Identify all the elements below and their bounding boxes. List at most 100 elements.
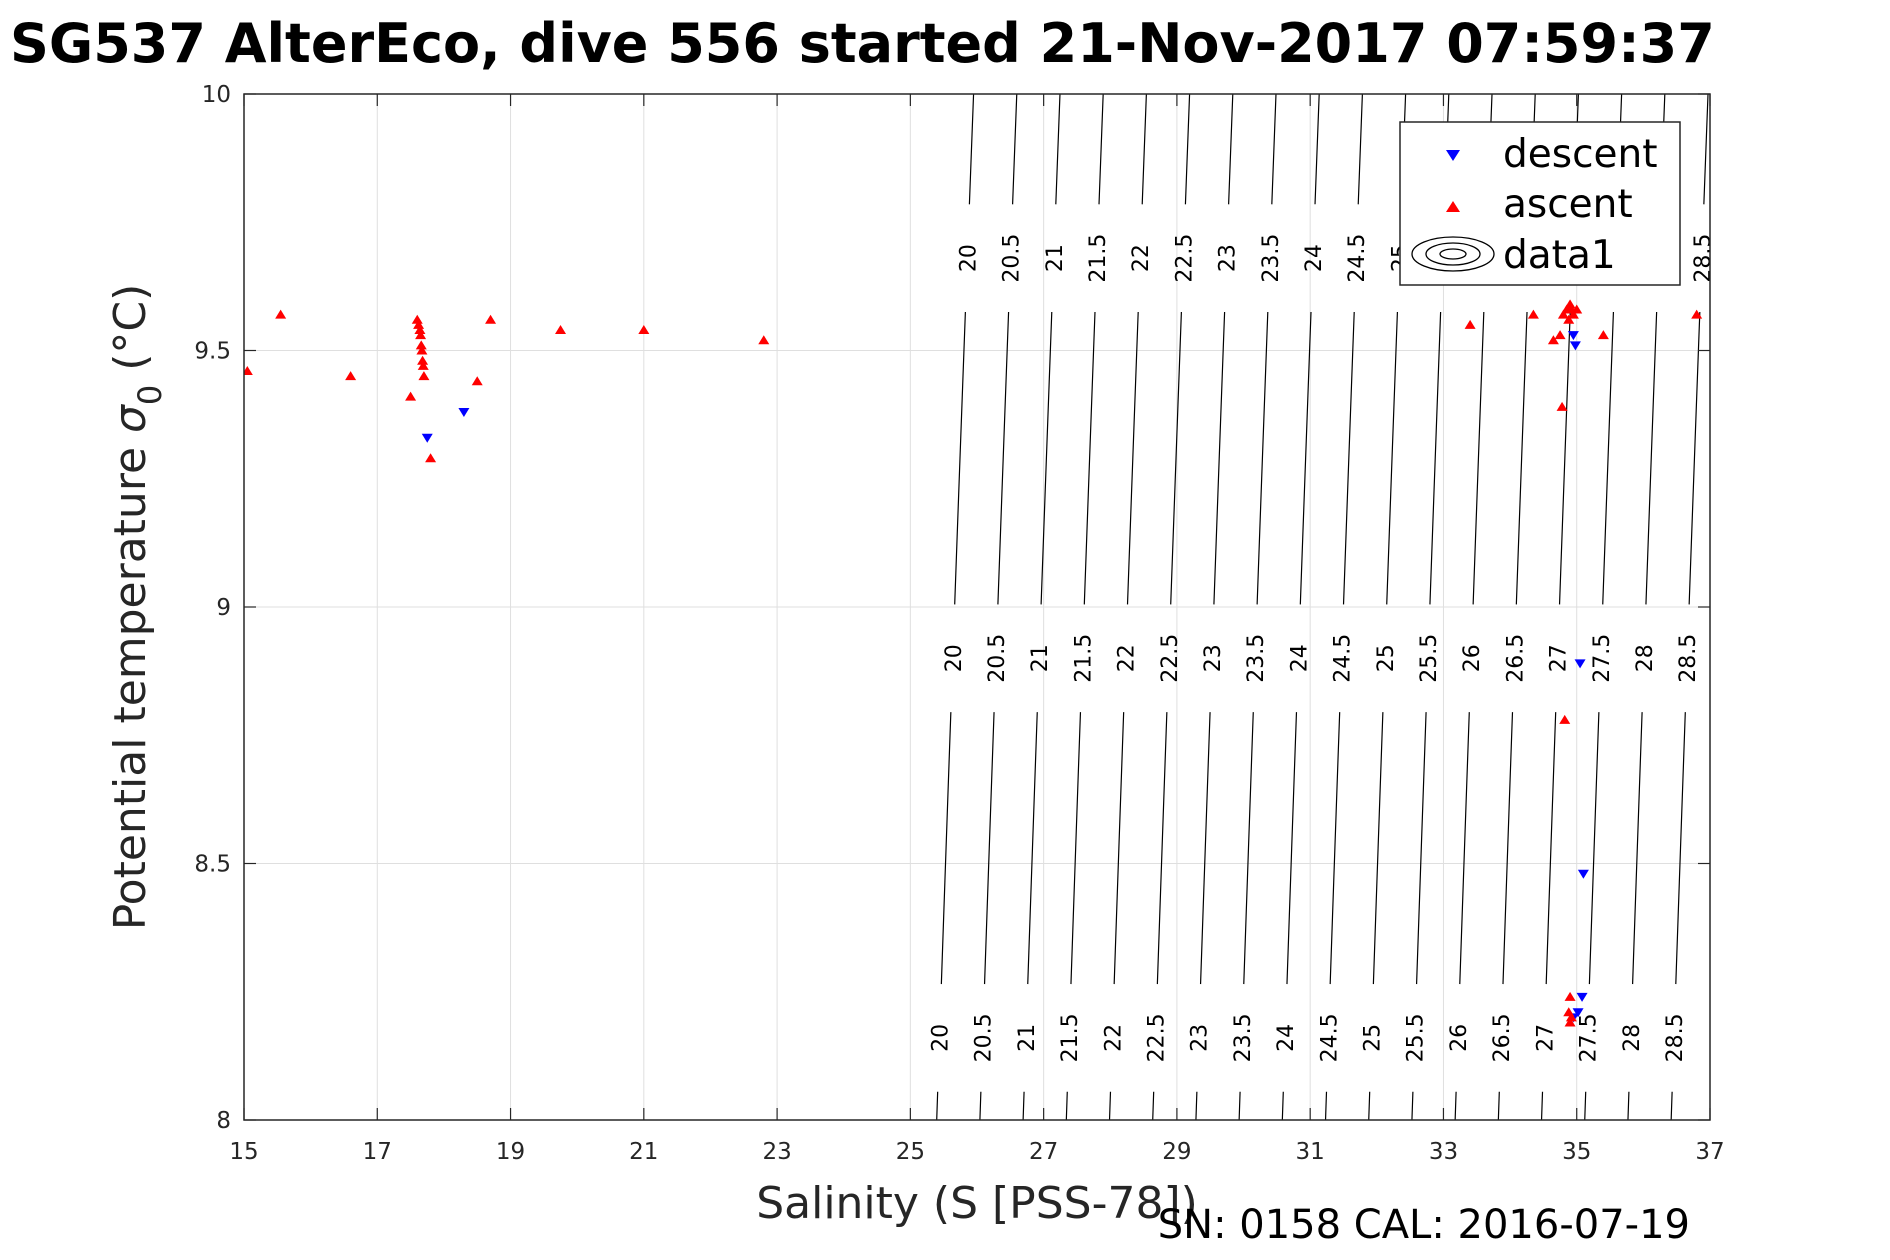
contour-line-24.5 bbox=[1329, 712, 1341, 985]
contour-line-23 bbox=[1199, 712, 1211, 985]
ascent-point bbox=[471, 376, 483, 386]
contour-line-27.5 bbox=[1584, 1091, 1587, 1120]
legend-contour-icon bbox=[1411, 236, 1495, 272]
contour-label: 22.5 bbox=[1158, 634, 1183, 683]
ascent-point bbox=[1563, 314, 1575, 324]
contour-line-24 bbox=[1286, 712, 1298, 985]
contour-label: 26 bbox=[1460, 644, 1485, 672]
contour-line-24 bbox=[1281, 1091, 1284, 1120]
ascent-point bbox=[1597, 330, 1609, 340]
contour-line-24.5 bbox=[1324, 1091, 1328, 1120]
x-tick-label: 37 bbox=[1695, 1139, 1724, 1165]
contour-line-25 bbox=[1372, 712, 1384, 985]
contour-line-27 bbox=[1540, 1091, 1544, 1120]
contour-line-25 bbox=[1386, 312, 1399, 605]
ascent-point bbox=[1547, 335, 1559, 345]
contour-line-20 bbox=[940, 712, 952, 985]
contour-label: 21 bbox=[1043, 244, 1068, 272]
descent-point bbox=[1569, 341, 1581, 351]
contour-line-26.5 bbox=[1515, 312, 1528, 605]
contour-label: 28.5 bbox=[1691, 234, 1716, 283]
ascent-point bbox=[275, 309, 287, 319]
contour-label: 22 bbox=[1115, 644, 1140, 672]
ascent-point bbox=[417, 360, 429, 370]
x-axis-label: Salinity (S [PSS-78]) bbox=[756, 1178, 1198, 1229]
legend-ascent-marker bbox=[1446, 201, 1460, 212]
contour-line-23 bbox=[1195, 1091, 1198, 1120]
y-tick-label: 9 bbox=[216, 595, 231, 621]
y-tick-label: 8 bbox=[216, 1108, 231, 1134]
y-axis-label-sub: 0 bbox=[131, 385, 169, 405]
contour-line-20.5 bbox=[1012, 94, 1018, 205]
x-tick-label: 19 bbox=[496, 1139, 525, 1165]
contour-line-25.5 bbox=[1411, 1091, 1414, 1120]
legend-descent-label: descent bbox=[1503, 132, 1658, 177]
contour-line-25.5 bbox=[1415, 712, 1427, 985]
y-tick-label: 10 bbox=[202, 82, 231, 108]
contour-label: 27 bbox=[1547, 644, 1572, 672]
contour-line-26.5 bbox=[1502, 712, 1514, 985]
contour-line-22.5 bbox=[1156, 712, 1168, 985]
ascent-point bbox=[1554, 330, 1566, 340]
descent-point bbox=[1567, 331, 1579, 341]
contour-line-24 bbox=[1314, 94, 1320, 205]
contour-label: 24 bbox=[1302, 244, 1327, 272]
x-tick-label: 17 bbox=[363, 1139, 392, 1165]
contour-line-26 bbox=[1454, 1091, 1457, 1120]
contour-line-28 bbox=[1645, 312, 1658, 605]
x-tick-labels: 15 17 19 21 23 25 27 29 31 33 35 37 bbox=[229, 1139, 1724, 1165]
contour-line-28 bbox=[1627, 1091, 1630, 1120]
contour-label: 27.5 bbox=[1590, 634, 1615, 683]
ascent-point bbox=[638, 324, 650, 334]
ascent-point bbox=[244, 366, 253, 376]
contour-label: 23.5 bbox=[1231, 1013, 1256, 1062]
ascent-point bbox=[405, 391, 417, 401]
contour-label: 26 bbox=[1447, 1024, 1472, 1052]
contour-label: 28 bbox=[1620, 1024, 1645, 1052]
contour-line-23 bbox=[1213, 312, 1226, 605]
contour-line-24 bbox=[1299, 312, 1312, 605]
contour-label: 25.5 bbox=[1417, 634, 1442, 683]
ascent-point bbox=[1564, 299, 1576, 309]
contour-label: 20.5 bbox=[1000, 234, 1025, 283]
contour-line-22.5 bbox=[1184, 94, 1191, 205]
x-tick-label: 23 bbox=[762, 1139, 791, 1165]
y-tick-labels: 8 8.5 9 9.5 10 bbox=[194, 82, 231, 1134]
contour-line-28.5 bbox=[1703, 94, 1709, 205]
contour-line-22 bbox=[1141, 94, 1147, 205]
contour-line-20 bbox=[954, 312, 966, 605]
legend-data1-label: data1 bbox=[1503, 233, 1616, 278]
contour-label: 21.5 bbox=[1058, 1013, 1083, 1062]
contour-line-26 bbox=[1459, 712, 1470, 985]
contour-line-21 bbox=[1055, 94, 1061, 205]
contour-label: 23 bbox=[1201, 644, 1226, 672]
ascent-point bbox=[345, 371, 357, 381]
ascent-point bbox=[1557, 309, 1569, 319]
contour-line-21 bbox=[1040, 312, 1053, 605]
contour-label: 26.5 bbox=[1503, 634, 1528, 683]
ascent-point bbox=[758, 335, 770, 345]
contour-label: 25.5 bbox=[1404, 1013, 1429, 1062]
contour-label: 20 bbox=[956, 244, 981, 272]
legend-ascent-label: ascent bbox=[1503, 182, 1633, 227]
contour-label: 21 bbox=[1028, 644, 1053, 672]
contour-label: 21.5 bbox=[1071, 634, 1096, 683]
x-tick-label: 31 bbox=[1296, 1139, 1325, 1165]
contour-label: 22.5 bbox=[1145, 1013, 1170, 1062]
chart-title: SG537 AlterEco, dive 556 started 21-Nov-… bbox=[10, 12, 1715, 75]
y-axis-label: Potential temperature σ0 (°C) bbox=[105, 284, 169, 931]
descent-point bbox=[1576, 992, 1588, 1002]
contour-line-21.5 bbox=[1098, 94, 1104, 205]
y-axis-label-unit: (°C) bbox=[105, 284, 156, 385]
contour-line-20 bbox=[968, 94, 975, 205]
footer-serial-cal: SN: 0158 CAL: 2016-07-19 bbox=[1158, 1202, 1690, 1248]
x-tick-label: 27 bbox=[1029, 1139, 1058, 1165]
ascent-point bbox=[414, 324, 426, 334]
x-tick-label: 25 bbox=[896, 1139, 925, 1165]
contour-label: 22 bbox=[1101, 1024, 1126, 1052]
contour-label: 23 bbox=[1188, 1024, 1213, 1052]
contour-line-28.5 bbox=[1670, 1091, 1673, 1120]
descent-point bbox=[1577, 869, 1589, 879]
contour-line-23.5 bbox=[1271, 94, 1277, 205]
contour-label: 27 bbox=[1533, 1024, 1558, 1052]
